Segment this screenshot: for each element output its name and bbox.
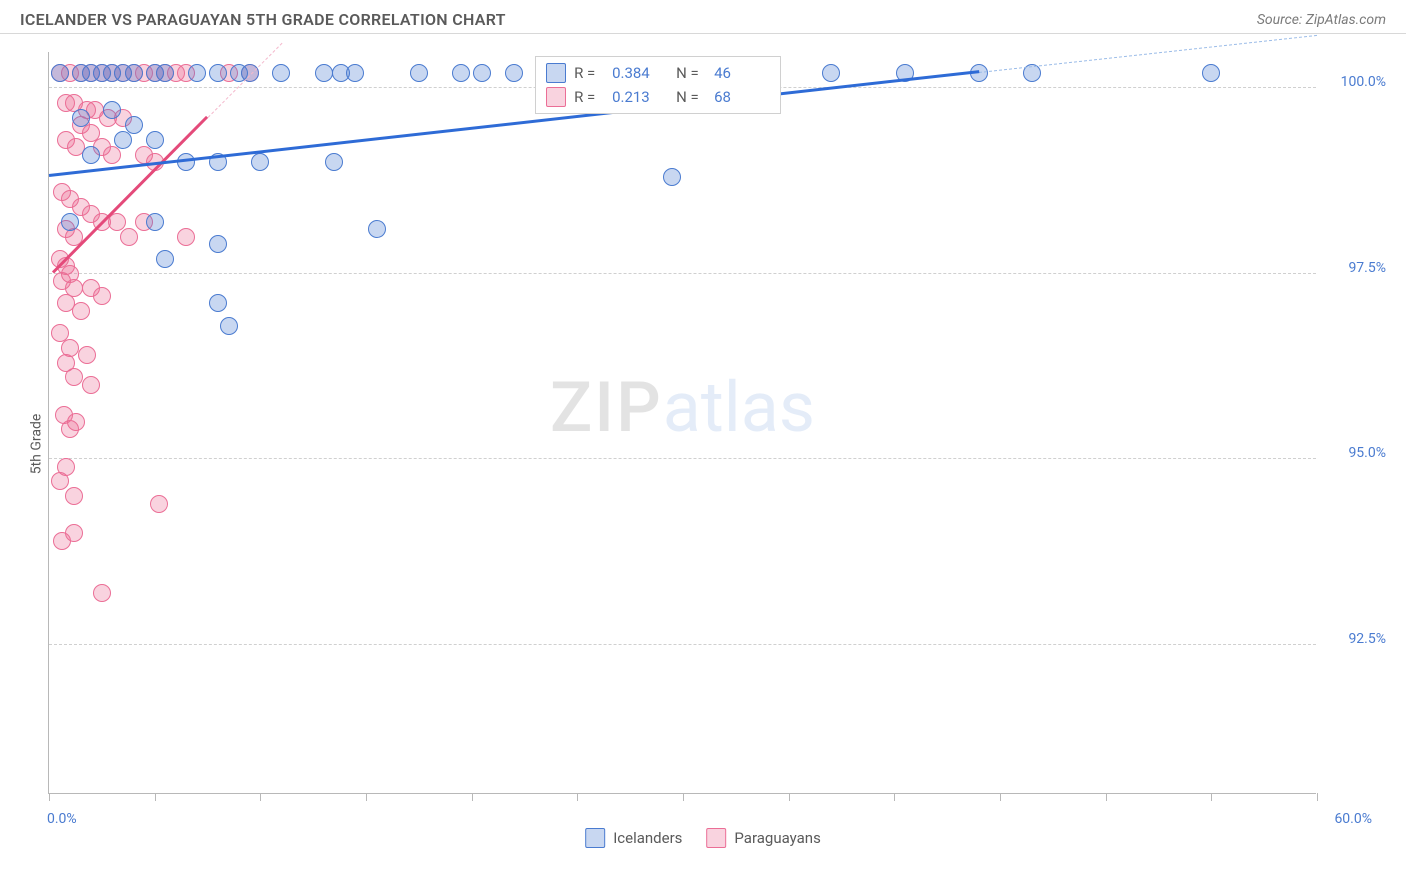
scatter-point-icelanders xyxy=(51,64,69,82)
scatter-point-paraguayans xyxy=(72,302,90,320)
r-label: R = xyxy=(574,64,604,82)
x-tick xyxy=(894,793,895,801)
watermark-zip: ZIP xyxy=(550,367,663,449)
scatter-point-icelanders xyxy=(209,235,227,253)
legend-item-paraguayans: Paraguayans xyxy=(706,828,820,848)
legend-item-icelanders: Icelanders xyxy=(585,828,682,848)
scatter-point-icelanders xyxy=(663,168,681,186)
legend-swatch xyxy=(546,63,566,83)
scatter-point-paraguayans xyxy=(78,346,96,364)
chart-area: 5th Grade ZIPatlas 92.5%95.0%97.5%100.0%… xyxy=(0,34,1406,854)
scatter-point-icelanders xyxy=(61,213,79,231)
scatter-point-icelanders xyxy=(410,64,428,82)
x-tick xyxy=(577,793,578,801)
gridline-h xyxy=(49,273,1316,274)
stats-legend-row: R = 0.213 N = 68 xyxy=(546,85,770,109)
scatter-point-paraguayans xyxy=(150,495,168,513)
scatter-point-icelanders xyxy=(452,64,470,82)
source-name: ZipAtlas.com xyxy=(1306,12,1386,28)
scatter-point-icelanders xyxy=(368,220,386,238)
x-tick xyxy=(1211,793,1212,801)
legend-label-paraguayans: Paraguayans xyxy=(734,829,820,847)
r-value: 0.384 xyxy=(612,64,668,82)
stats-legend: R = 0.384 N = 46 R = 0.213 N = 68 xyxy=(535,56,781,114)
scatter-point-icelanders xyxy=(114,131,132,149)
y-tick-label: 95.0% xyxy=(1348,445,1386,461)
scatter-point-icelanders xyxy=(125,64,143,82)
scatter-point-paraguayans xyxy=(120,228,138,246)
scatter-point-icelanders xyxy=(505,64,523,82)
scatter-point-icelanders xyxy=(103,101,121,119)
n-value: 46 xyxy=(714,64,770,82)
x-min-label: 0.0% xyxy=(47,811,77,827)
scatter-point-paraguayans xyxy=(65,487,83,505)
scatter-point-icelanders xyxy=(251,153,269,171)
scatter-point-icelanders xyxy=(146,131,164,149)
r-value: 0.213 xyxy=(612,88,668,106)
bottom-legend: Icelanders Paraguayans xyxy=(585,828,821,848)
scatter-point-icelanders xyxy=(1202,64,1220,82)
gridline-h xyxy=(49,644,1316,645)
scatter-point-icelanders xyxy=(822,64,840,82)
scatter-point-paraguayans xyxy=(177,228,195,246)
scatter-point-paraguayans xyxy=(93,287,111,305)
x-tick xyxy=(683,793,684,801)
scatter-point-icelanders xyxy=(82,146,100,164)
scatter-point-icelanders xyxy=(209,294,227,312)
scatter-point-icelanders xyxy=(272,64,290,82)
x-tick xyxy=(155,793,156,801)
plot-region: ZIPatlas 92.5%95.0%97.5%100.0%0.0%60.0%R… xyxy=(48,52,1316,794)
scatter-point-icelanders xyxy=(346,64,364,82)
y-tick-label: 92.5% xyxy=(1348,631,1386,647)
gridline-h xyxy=(49,458,1316,459)
legend-swatch xyxy=(546,87,566,107)
scatter-point-paraguayans xyxy=(53,532,71,550)
stats-legend-row: R = 0.384 N = 46 xyxy=(546,61,770,85)
n-label: N = xyxy=(676,88,706,106)
scatter-point-icelanders xyxy=(209,64,227,82)
scatter-point-paraguayans xyxy=(82,376,100,394)
scatter-point-paraguayans xyxy=(51,472,69,490)
source-prefix: Source: xyxy=(1257,12,1306,28)
legend-swatch-blue xyxy=(585,828,605,848)
chart-header: ICELANDER VS PARAGUAYAN 5TH GRADE CORREL… xyxy=(0,0,1406,34)
legend-label-icelanders: Icelanders xyxy=(613,829,682,847)
x-max-label: 60.0% xyxy=(1334,811,1372,827)
x-tick xyxy=(1106,793,1107,801)
scatter-point-icelanders xyxy=(315,64,333,82)
scatter-point-paraguayans xyxy=(93,584,111,602)
y-axis-label: 5th Grade xyxy=(28,414,44,475)
scatter-point-icelanders xyxy=(220,317,238,335)
scatter-point-icelanders xyxy=(156,64,174,82)
legend-swatch-pink xyxy=(706,828,726,848)
x-tick xyxy=(1000,793,1001,801)
x-tick xyxy=(366,793,367,801)
watermark: ZIPatlas xyxy=(550,367,815,449)
chart-title: ICELANDER VS PARAGUAYAN 5TH GRADE CORREL… xyxy=(20,10,506,29)
scatter-point-icelanders xyxy=(72,109,90,127)
scatter-point-icelanders xyxy=(146,213,164,231)
scatter-point-icelanders xyxy=(325,153,343,171)
r-label: R = xyxy=(574,88,604,106)
n-label: N = xyxy=(676,64,706,82)
scatter-point-icelanders xyxy=(156,250,174,268)
y-tick-label: 100.0% xyxy=(1341,74,1386,90)
scatter-point-paraguayans xyxy=(61,420,79,438)
x-tick xyxy=(260,793,261,801)
n-value: 68 xyxy=(714,88,770,106)
scatter-point-paraguayans xyxy=(65,368,83,386)
scatter-point-icelanders xyxy=(473,64,491,82)
x-tick xyxy=(789,793,790,801)
scatter-point-icelanders xyxy=(188,64,206,82)
scatter-point-paraguayans xyxy=(103,146,121,164)
y-tick-label: 97.5% xyxy=(1348,260,1386,276)
x-tick xyxy=(49,793,50,801)
watermark-atlas: atlas xyxy=(663,367,815,449)
x-tick xyxy=(472,793,473,801)
x-tick xyxy=(1317,793,1318,801)
chart-source: Source: ZipAtlas.com xyxy=(1257,12,1386,28)
